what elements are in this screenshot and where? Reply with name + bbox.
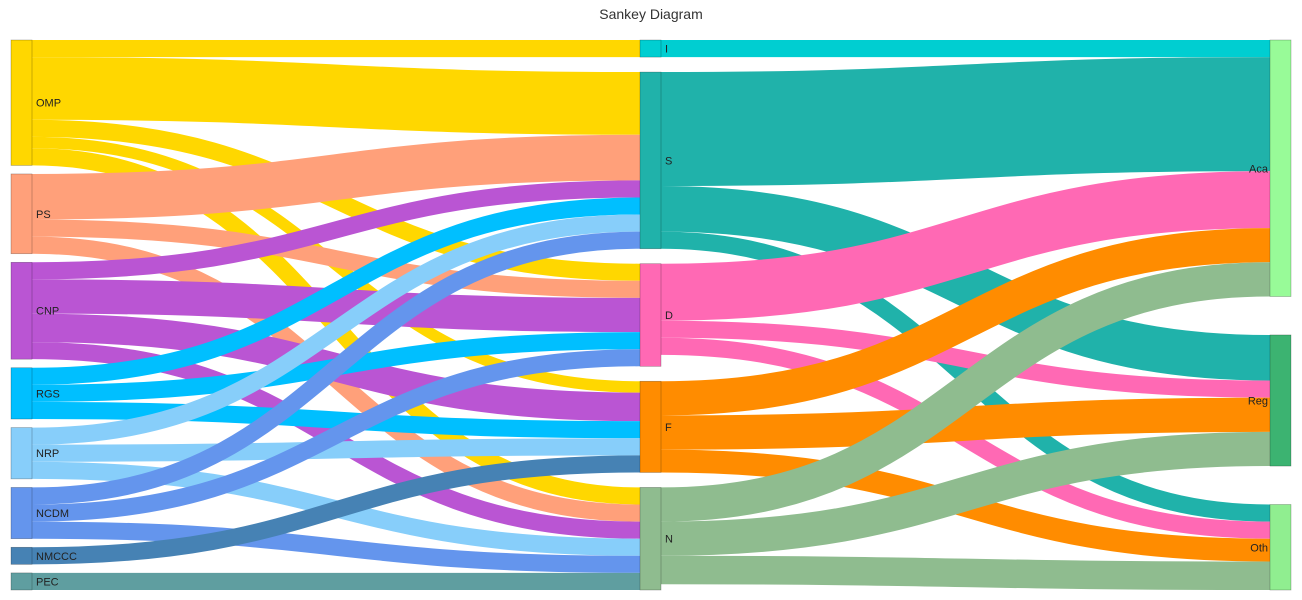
link-f-reg[interactable]	[660, 397, 1271, 450]
node-label-d: D	[665, 310, 673, 322]
node-rgs[interactable]	[10, 367, 33, 420]
node-label-aca: Aca	[1249, 163, 1269, 175]
link-nrp-f[interactable]	[31, 438, 641, 462]
node-aca[interactable]	[1269, 39, 1292, 297]
link-f-aca[interactable]	[660, 228, 1271, 416]
node-s[interactable]	[639, 71, 662, 250]
link-cnp-d[interactable]	[31, 279, 641, 333]
link-nmccc-f[interactable]	[31, 455, 641, 565]
node-label-ps: PS	[36, 209, 51, 221]
node-cnp[interactable]	[10, 261, 33, 360]
node-nmccc[interactable]	[10, 546, 33, 565]
node-label-n: N	[665, 534, 673, 546]
node-d[interactable]	[639, 263, 662, 367]
link-ps-d[interactable]	[31, 219, 641, 298]
node-label-s: S	[665, 155, 672, 167]
node-label-omp: OMP	[36, 98, 61, 110]
node-label-cnp: CNP	[36, 306, 59, 318]
node-label-i: I	[665, 44, 668, 56]
link-omp-s[interactable]	[31, 57, 641, 135]
link-ps-s[interactable]	[31, 134, 641, 220]
node-ps[interactable]	[10, 173, 33, 255]
node-ncdm[interactable]	[10, 487, 33, 540]
node-label-oth: Oth	[1250, 542, 1268, 554]
link-n-reg[interactable]	[660, 431, 1271, 556]
link-s-reg[interactable]	[660, 186, 1271, 381]
node-label-rgs: RGS	[36, 388, 60, 400]
link-rgs-s[interactable]	[31, 197, 641, 385]
node-i[interactable]	[639, 39, 662, 58]
link-ncdm-n[interactable]	[31, 521, 641, 573]
link-d-aca[interactable]	[660, 171, 1271, 321]
node-f[interactable]	[639, 380, 662, 473]
link-omp-d[interactable]	[31, 119, 641, 281]
link-rgs-f[interactable]	[31, 401, 641, 439]
link-s-aca[interactable]	[660, 57, 1271, 187]
link-ncdm-d[interactable]	[31, 349, 641, 522]
node-omp[interactable]	[10, 39, 33, 166]
node-label-f: F	[665, 422, 672, 434]
node-nrp[interactable]	[10, 427, 33, 480]
link-nrp-s[interactable]	[31, 214, 641, 445]
node-label-pec: PEC	[36, 576, 59, 588]
node-label-nmccc: NMCCC	[36, 551, 77, 563]
node-oth[interactable]	[1269, 504, 1292, 591]
link-ncdm-s[interactable]	[31, 231, 641, 505]
node-n[interactable]	[639, 487, 662, 591]
node-label-nrp: NRP	[36, 448, 59, 460]
node-pec[interactable]	[10, 572, 33, 591]
link-d-reg[interactable]	[660, 320, 1271, 398]
node-reg[interactable]	[1269, 334, 1292, 467]
chart-title: Sankey Diagram	[599, 6, 703, 22]
node-label-ncdm: NCDM	[36, 508, 69, 520]
node-label-reg: Reg	[1248, 396, 1268, 408]
link-cnp-s[interactable]	[31, 180, 641, 280]
links-layer	[31, 39, 1271, 591]
link-n-aca[interactable]	[660, 262, 1271, 522]
nodes-layer: OMP PS CNP RGS NRP NCDM NMCCC PEC I S D F N Aca Reg Oth	[10, 39, 1292, 591]
link-n-oth[interactable]	[660, 555, 1271, 590]
